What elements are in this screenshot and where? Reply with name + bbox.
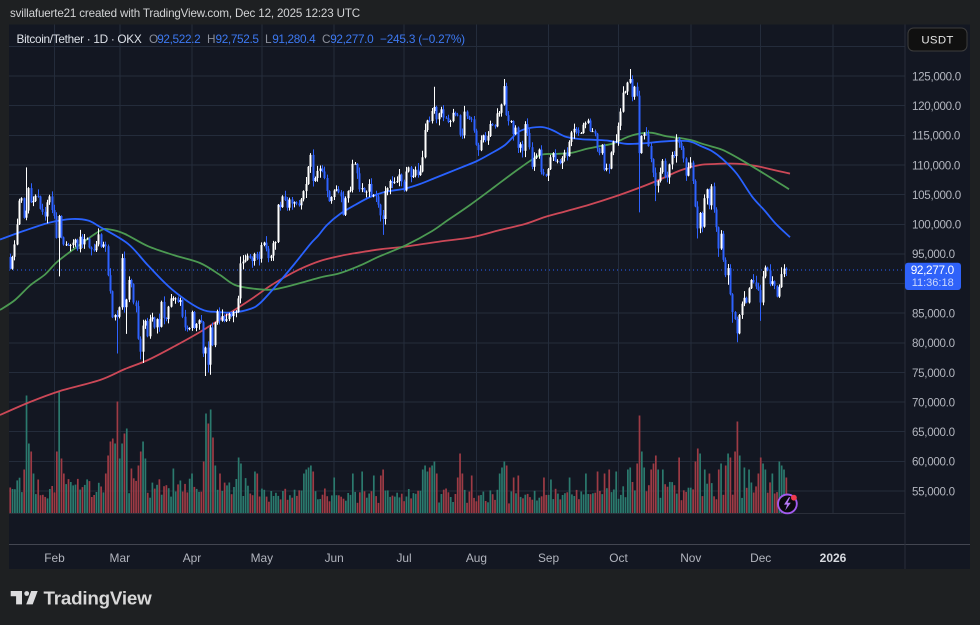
svg-text:TradingView: TradingView: [44, 587, 153, 608]
svg-text:92,522.2: 92,522.2: [157, 32, 200, 46]
svg-text:Oct: Oct: [609, 551, 628, 565]
svg-text:C: C: [322, 32, 331, 46]
svg-text:85,000.0: 85,000.0: [912, 308, 955, 321]
svg-text:92,277.0: 92,277.0: [330, 32, 374, 46]
svg-text:Dec: Dec: [750, 551, 771, 565]
svg-text:65,000.0: 65,000.0: [912, 426, 955, 439]
svg-text:Apr: Apr: [183, 551, 202, 565]
svg-text:Mar: Mar: [110, 551, 131, 565]
svg-text:Jun: Jun: [325, 551, 344, 565]
svg-text:100,000.0: 100,000.0: [912, 219, 961, 232]
svg-text:Feb: Feb: [44, 551, 65, 565]
svg-text:2026: 2026: [820, 551, 847, 565]
svg-text:Bitcoin/Tether · 1D · OKX: Bitcoin/Tether · 1D · OKX: [17, 32, 142, 46]
svg-text:125,000.0: 125,000.0: [912, 70, 961, 83]
svg-text:105,000.0: 105,000.0: [912, 189, 961, 202]
svg-text:92,277.0: 92,277.0: [911, 263, 955, 277]
svg-text:USDT: USDT: [921, 35, 953, 47]
svg-text:70,000.0: 70,000.0: [912, 396, 955, 409]
svg-text:Sep: Sep: [538, 551, 560, 565]
svg-text:120,000.0: 120,000.0: [912, 100, 961, 113]
svg-text:H: H: [207, 32, 215, 46]
svg-text:91,280.4: 91,280.4: [272, 32, 316, 46]
svg-text:55,000.0: 55,000.0: [912, 485, 955, 498]
svg-text:92,752.5: 92,752.5: [216, 32, 260, 46]
svg-text:Jul: Jul: [396, 551, 411, 565]
svg-text:May: May: [251, 551, 274, 565]
svg-text:L: L: [265, 32, 272, 46]
svg-text:60,000.0: 60,000.0: [912, 456, 955, 469]
svg-text:110,000.0: 110,000.0: [912, 159, 960, 172]
svg-text:75,000.0: 75,000.0: [912, 367, 955, 380]
svg-text:11:36:18: 11:36:18: [912, 277, 954, 289]
svg-text:O: O: [149, 32, 158, 46]
svg-text:svillafuerte21 created with Tr: svillafuerte21 created with TradingView.…: [10, 7, 360, 20]
svg-text:−245.3 (−0.27%): −245.3 (−0.27%): [380, 32, 465, 46]
svg-text:Aug: Aug: [466, 551, 487, 565]
svg-text:Nov: Nov: [680, 551, 701, 565]
svg-text:115,000.0: 115,000.0: [912, 130, 960, 143]
svg-text:80,000.0: 80,000.0: [912, 337, 955, 350]
svg-text:95,000.0: 95,000.0: [912, 248, 955, 261]
